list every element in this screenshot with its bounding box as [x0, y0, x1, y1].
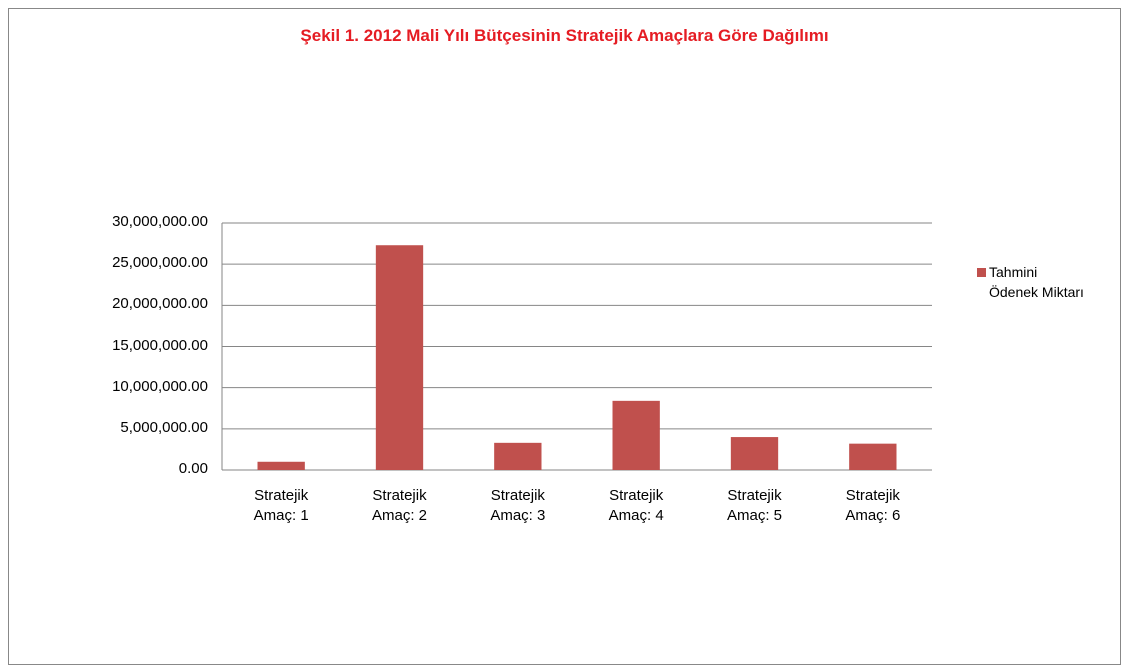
x-tick-label: Stratejik Amaç: 6	[845, 487, 901, 524]
legend-label: Tahmini Ödenek Miktarı	[989, 264, 1084, 300]
bar	[730, 437, 779, 470]
chart-border	[8, 8, 1121, 665]
bar	[612, 400, 660, 470]
bar	[494, 442, 542, 470]
chart-title: Şekil 1. 2012 Mali Yılı Bütçesinin Strat…	[300, 26, 829, 45]
x-tick-label: Stratejik Amaç: 4	[608, 487, 664, 524]
y-tick-label: 15,000,000.00	[112, 336, 208, 354]
y-tick-label: 30,000,000.00	[112, 213, 208, 230]
legend-swatch	[977, 268, 986, 277]
bar	[257, 461, 305, 470]
x-tick-label: Stratejik Amaç: 1	[253, 487, 309, 524]
y-tick-label: 25,000,000.00	[112, 254, 208, 272]
bar	[375, 245, 424, 470]
bar	[849, 443, 897, 470]
y-tick-label: 10,000,000.00	[112, 377, 208, 395]
y-tick-label: 20,000,000.00	[112, 295, 208, 313]
x-tick-label: Stratejik Amaç: 3	[490, 487, 546, 524]
y-tick-label: 0.00	[178, 460, 208, 477]
y-tick-label: 5,000,000.00	[120, 418, 208, 436]
x-tick-label: Stratejik Amaç: 2	[371, 487, 428, 524]
x-tick-label: Stratejik Amaç: 5	[726, 487, 783, 524]
